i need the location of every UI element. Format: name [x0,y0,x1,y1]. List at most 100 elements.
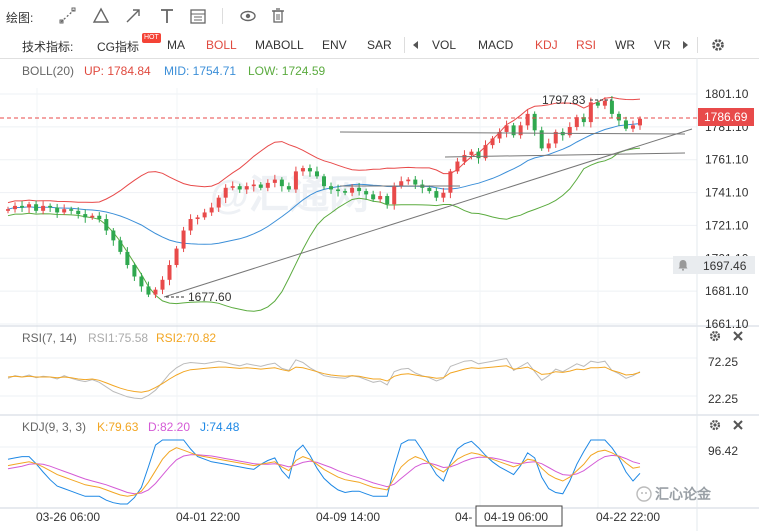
kdj-k-label: K:79.63 [97,420,139,434]
candle [469,151,474,155]
indicator-cg[interactable]: CG指标 [97,40,140,54]
trend-line[interactable] [163,128,693,298]
kdj-legend-name: KDJ(9, 3, 3) [22,420,86,434]
kdj-k-line [7,447,641,497]
candle [160,279,165,290]
candle [111,230,116,241]
line-icon[interactable] [58,6,78,26]
candle [413,179,418,185]
candle [406,179,411,182]
indicator-vr[interactable]: VR [654,38,671,52]
crosshair-time-tag [475,505,563,527]
x-tick-label: 04-22 22:00 [596,510,660,524]
indicator-rsi[interactable]: RSI [576,38,597,52]
trend-line[interactable] [339,131,686,135]
triangle-icon[interactable] [91,6,111,26]
candle [34,204,39,211]
rsi2-label: RSI2:70.82 [156,331,216,345]
rsi1-line [7,357,641,400]
candle [90,215,95,218]
y-tick-label: 1661.10 [705,317,749,331]
candle [153,289,158,295]
kdj-j-line [7,439,641,505]
candle [97,215,102,220]
trend-lines[interactable] [163,128,693,298]
candle [83,214,88,218]
candle [385,196,390,205]
candle [427,187,432,192]
indicator-vol[interactable]: VOL [432,38,457,52]
candle [314,171,319,177]
candle [609,100,614,114]
indicator-toolbar: 技术指标: CG指标 HOT MA BOLL MABOLL ENV SAR VO… [0,31,759,59]
rsi-close-icon[interactable] [733,331,743,341]
rsi-settings-gear-icon[interactable] [709,330,721,342]
eye-icon[interactable] [238,6,258,26]
candle [265,182,270,188]
watermark: @汇通网 [210,173,369,217]
y-tick-label: 1721.10 [705,218,749,232]
candle [188,219,193,231]
candle [146,286,151,295]
arrow-icon[interactable] [124,6,144,26]
crosshair-time-label: 04-19 06:00 [484,510,548,524]
boll-up-label: UP: 1784.84 [84,64,151,78]
boll-low-label: LOW: 1724.59 [248,64,325,78]
x-tick-label: 04-09 14:00 [316,510,380,524]
candle [392,186,397,205]
kdj-d-label: D:82.20 [148,420,190,434]
indicator-wr[interactable]: WR [615,38,635,52]
candle [41,205,46,211]
candle [48,205,53,208]
y-tick-label: 1801.10 [705,87,749,101]
calendar-icon[interactable] [188,6,208,26]
candle [378,196,383,200]
candle [139,276,144,287]
candle [181,230,186,249]
candle [371,194,376,200]
trend-line[interactable] [444,152,686,158]
y-tick-label: 1681.10 [705,284,749,298]
candle [195,217,200,220]
candle [258,184,263,188]
trash-icon[interactable] [268,6,288,26]
candle [518,125,523,136]
boll-legend-name: BOLL(20) [22,64,74,78]
candle [497,131,502,139]
indicator-ma[interactable]: MA [167,38,185,52]
boll-upper-band [7,96,641,204]
candle [279,179,284,187]
drawing-toolbar: 绘图: [0,0,759,32]
candle [532,113,537,131]
indicator-kdj[interactable]: KDJ [535,38,558,52]
indicator-env[interactable]: ENV [322,38,347,52]
kdj-settings-gear-icon[interactable] [709,419,721,431]
x-tick-label: 04-01 22:00 [176,510,240,524]
chevron-left-icon[interactable] [412,40,420,50]
gear-icon[interactable] [710,37,726,53]
kdj-close-icon[interactable] [733,420,743,430]
candle [336,189,341,192]
candle [167,265,172,280]
candle [223,187,228,198]
text-icon[interactable] [157,6,177,26]
indicator-sar[interactable]: SAR [367,38,392,52]
candle [174,248,179,266]
chart-area[interactable]: @汇通网 1797.83 1677.60 BOLL(20) UP: 1784.8… [0,58,759,531]
indicator-macd[interactable]: MACD [478,38,514,52]
candle [546,143,551,149]
candle [55,207,60,213]
candle [62,209,67,213]
candle [441,192,446,198]
candle [343,191,348,193]
logo-text: 汇心论金 [655,486,712,502]
candle [434,191,439,198]
candle [448,171,453,193]
candle [244,186,249,190]
indicator-boll[interactable]: BOLL [206,38,237,52]
indicator-maboll[interactable]: MABOLL [255,38,304,52]
bell-icon[interactable] [678,260,688,271]
candle [20,205,25,208]
rsi-tick-high: 72.25 [708,355,738,369]
chevron-right-icon[interactable] [681,40,689,50]
